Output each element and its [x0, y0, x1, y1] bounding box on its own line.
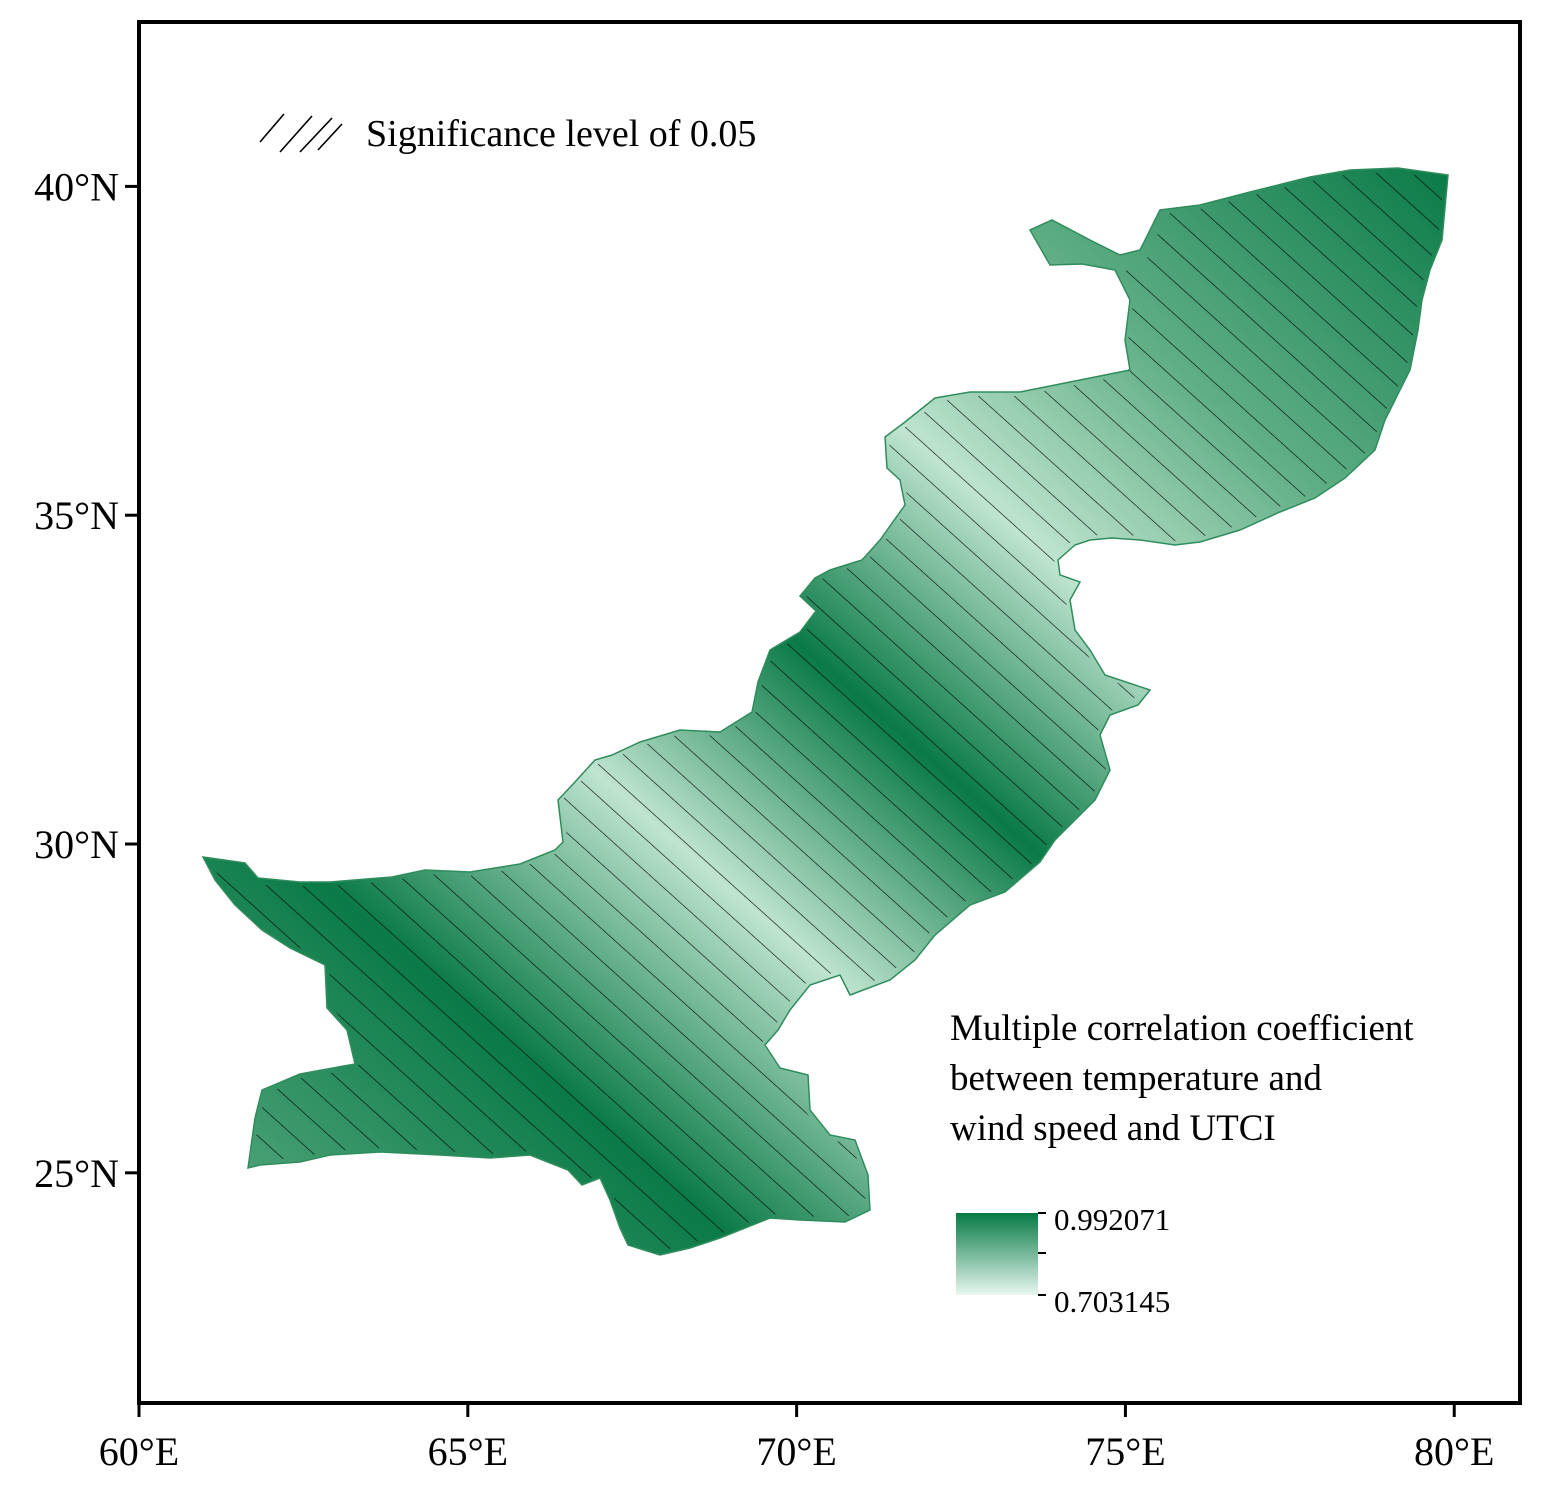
legend-title-line-1: Multiple correlation coefficient	[950, 1008, 1414, 1049]
legend-color-ramp	[956, 1213, 1038, 1295]
significance-label: Significance level of 0.05	[366, 113, 756, 155]
y-tick-label: 35°N	[34, 493, 119, 538]
color-legend: Multiple correlation coefficient between…	[950, 1008, 1414, 1319]
x-axis: 60°E 65°E 70°E 75°E 80°E	[99, 1403, 1494, 1474]
y-tick-label: 30°N	[34, 822, 119, 867]
legend-title-line-2: between temperature and	[950, 1058, 1322, 1099]
legend-title-line-3: wind speed and UTCI	[950, 1108, 1276, 1149]
y-tick-label: 40°N	[34, 164, 119, 209]
legend-min-label: 0.703145	[1054, 1284, 1170, 1319]
region-outline	[201, 167, 1449, 1256]
x-tick-label: 80°E	[1414, 1429, 1494, 1474]
significance-legend: Significance level of 0.05	[259, 113, 756, 155]
x-tick-label: 75°E	[1085, 1429, 1165, 1474]
x-tick-label: 65°E	[428, 1429, 508, 1474]
region-group	[201, 167, 1449, 1256]
x-tick-label: 60°E	[99, 1429, 179, 1474]
significance-hatch-area	[215, 172, 1444, 1251]
y-axis: 25°N 30°N 35°N 40°N	[34, 164, 139, 1196]
significance-hatch-icon	[259, 113, 343, 153]
y-tick-label: 25°N	[34, 1151, 119, 1196]
legend-max-label: 0.992071	[1054, 1202, 1170, 1237]
x-tick-label: 70°E	[756, 1429, 836, 1474]
